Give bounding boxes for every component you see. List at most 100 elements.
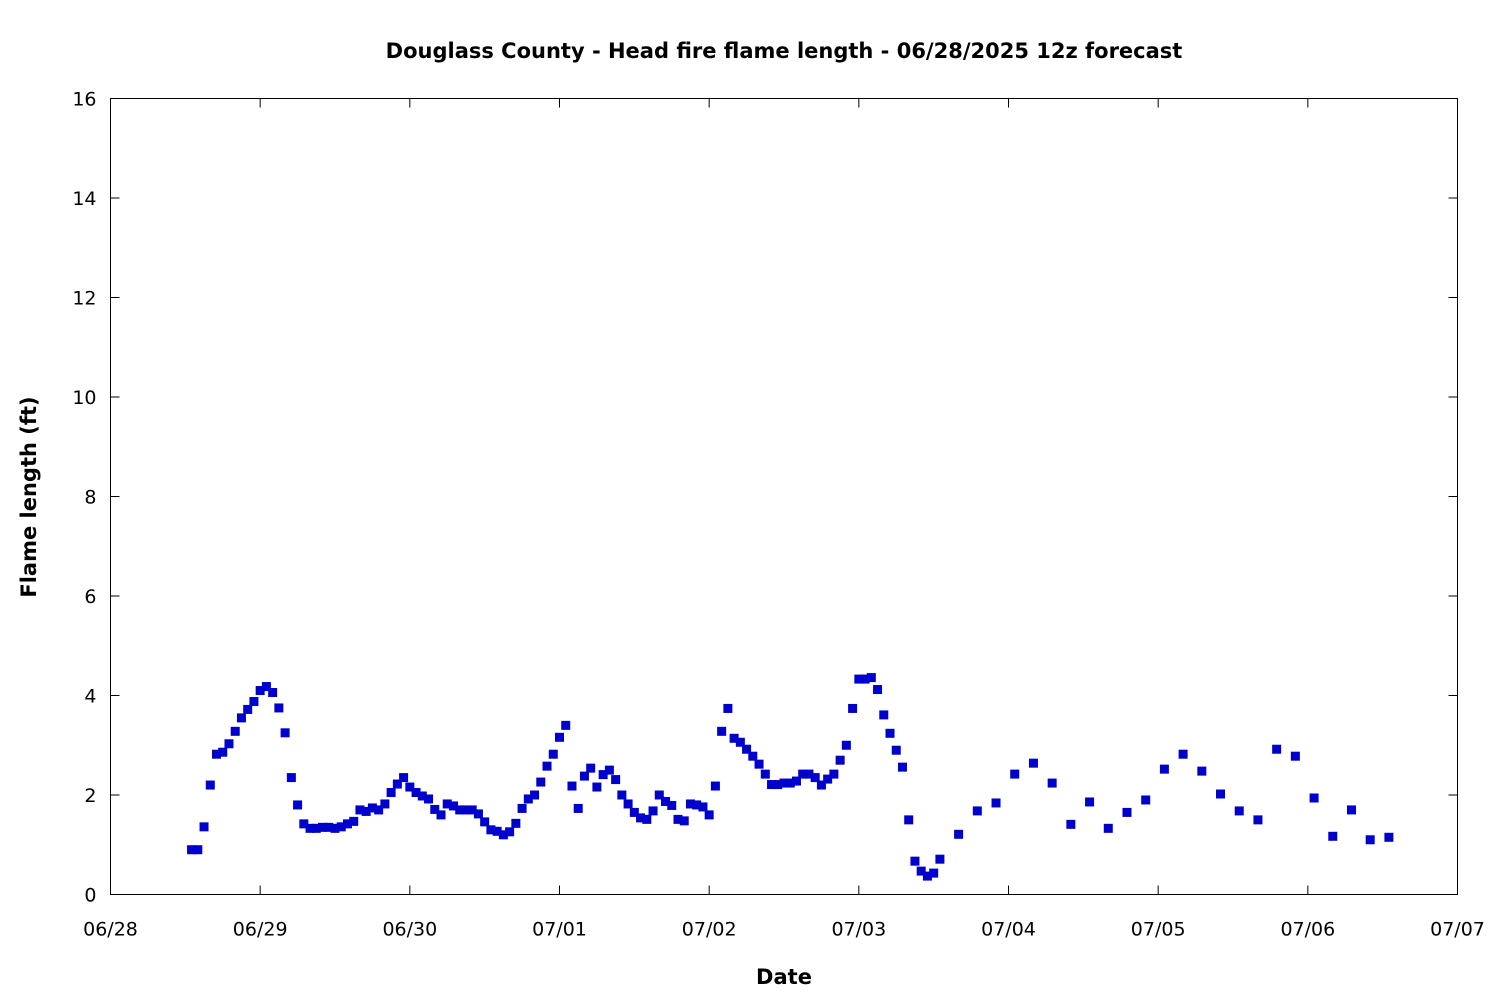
y-tick-label: 2 [84,785,96,807]
data-point [904,815,914,825]
data-point [555,732,564,742]
data-point [922,871,932,881]
data-point [848,703,858,713]
data-point [224,739,234,749]
data-point [829,769,839,779]
x-tick-label: 07/02 [682,919,737,941]
data-point [1066,819,1076,829]
data-point [1365,835,1375,845]
data-point [910,856,920,866]
data-point [261,682,271,692]
data-point [399,773,409,783]
data-point [193,845,203,855]
data-point [467,805,477,815]
data-point [773,780,783,790]
data-point [823,774,833,784]
data-point [1272,744,1282,754]
data-point [1141,795,1151,805]
data-point [841,740,851,750]
data-point [754,759,764,769]
data-point [280,728,290,738]
data-point [748,751,758,761]
x-tick-label: 06/30 [382,919,437,941]
data-point [212,749,222,759]
data-point [698,802,708,812]
data-point [205,780,215,790]
data-point [579,771,589,781]
y-tick-label: 12 [72,288,96,310]
data-point [1197,766,1207,776]
data-point [611,775,621,785]
data-point [636,813,646,823]
data-point [661,796,671,806]
data-point [380,799,390,809]
data-point [791,776,801,786]
data-point [324,822,334,832]
data-point [561,720,571,730]
data-point [436,810,446,820]
data-point [879,710,889,720]
data-point [530,790,540,800]
data-point [336,822,346,832]
data-point [710,781,720,791]
data-point [274,703,284,713]
data-point [286,773,296,783]
data-point [767,780,777,790]
data-point [935,854,945,864]
data-point [255,686,265,696]
data-point [1309,793,1319,803]
data-point [1346,805,1356,815]
data-point [598,770,608,780]
data-point [311,823,321,833]
data-point [480,817,490,827]
data-point [448,801,458,811]
x-tick-label: 07/05 [1131,919,1186,941]
x-axis-label: Date [756,965,812,989]
data-point [704,810,714,820]
data-point [667,800,677,810]
data-point [1178,749,1188,759]
data-point [424,794,434,804]
data-point [1047,778,1057,788]
data-point [586,763,596,773]
data-point [355,805,365,815]
data-point [685,799,695,809]
data-point [367,803,377,813]
data-point [692,800,702,810]
data-point [798,769,808,779]
data-point [218,747,228,757]
data-point [405,782,415,792]
x-tick-label: 07/06 [1280,919,1335,941]
x-tick-label: 07/07 [1430,919,1485,941]
data-point [623,799,633,809]
data-point [1028,758,1038,768]
data-point [1216,789,1226,799]
data-point [199,822,209,832]
data-point [735,737,745,747]
data-point [299,819,309,829]
data-point [835,755,845,765]
x-tick-label: 06/28 [83,919,138,941]
data-point [230,726,240,736]
data-point [249,696,259,706]
data-point [648,806,658,816]
data-point [318,822,328,832]
data-point [760,769,770,779]
data-point [523,794,533,804]
data-point [455,805,465,815]
data-point [243,704,253,714]
data-point [430,804,440,814]
data-point [374,805,384,815]
data-point [897,762,907,772]
y-tick-label: 0 [84,885,96,907]
data-point [461,805,471,815]
y-tick-label: 8 [84,487,96,509]
data-point [498,830,508,840]
plot-area-frame [110,98,1458,895]
data-point [536,777,546,787]
x-tick-label: 06/29 [233,919,288,941]
data-point [1253,815,1263,825]
data-point [742,744,752,754]
data-point [779,778,789,788]
